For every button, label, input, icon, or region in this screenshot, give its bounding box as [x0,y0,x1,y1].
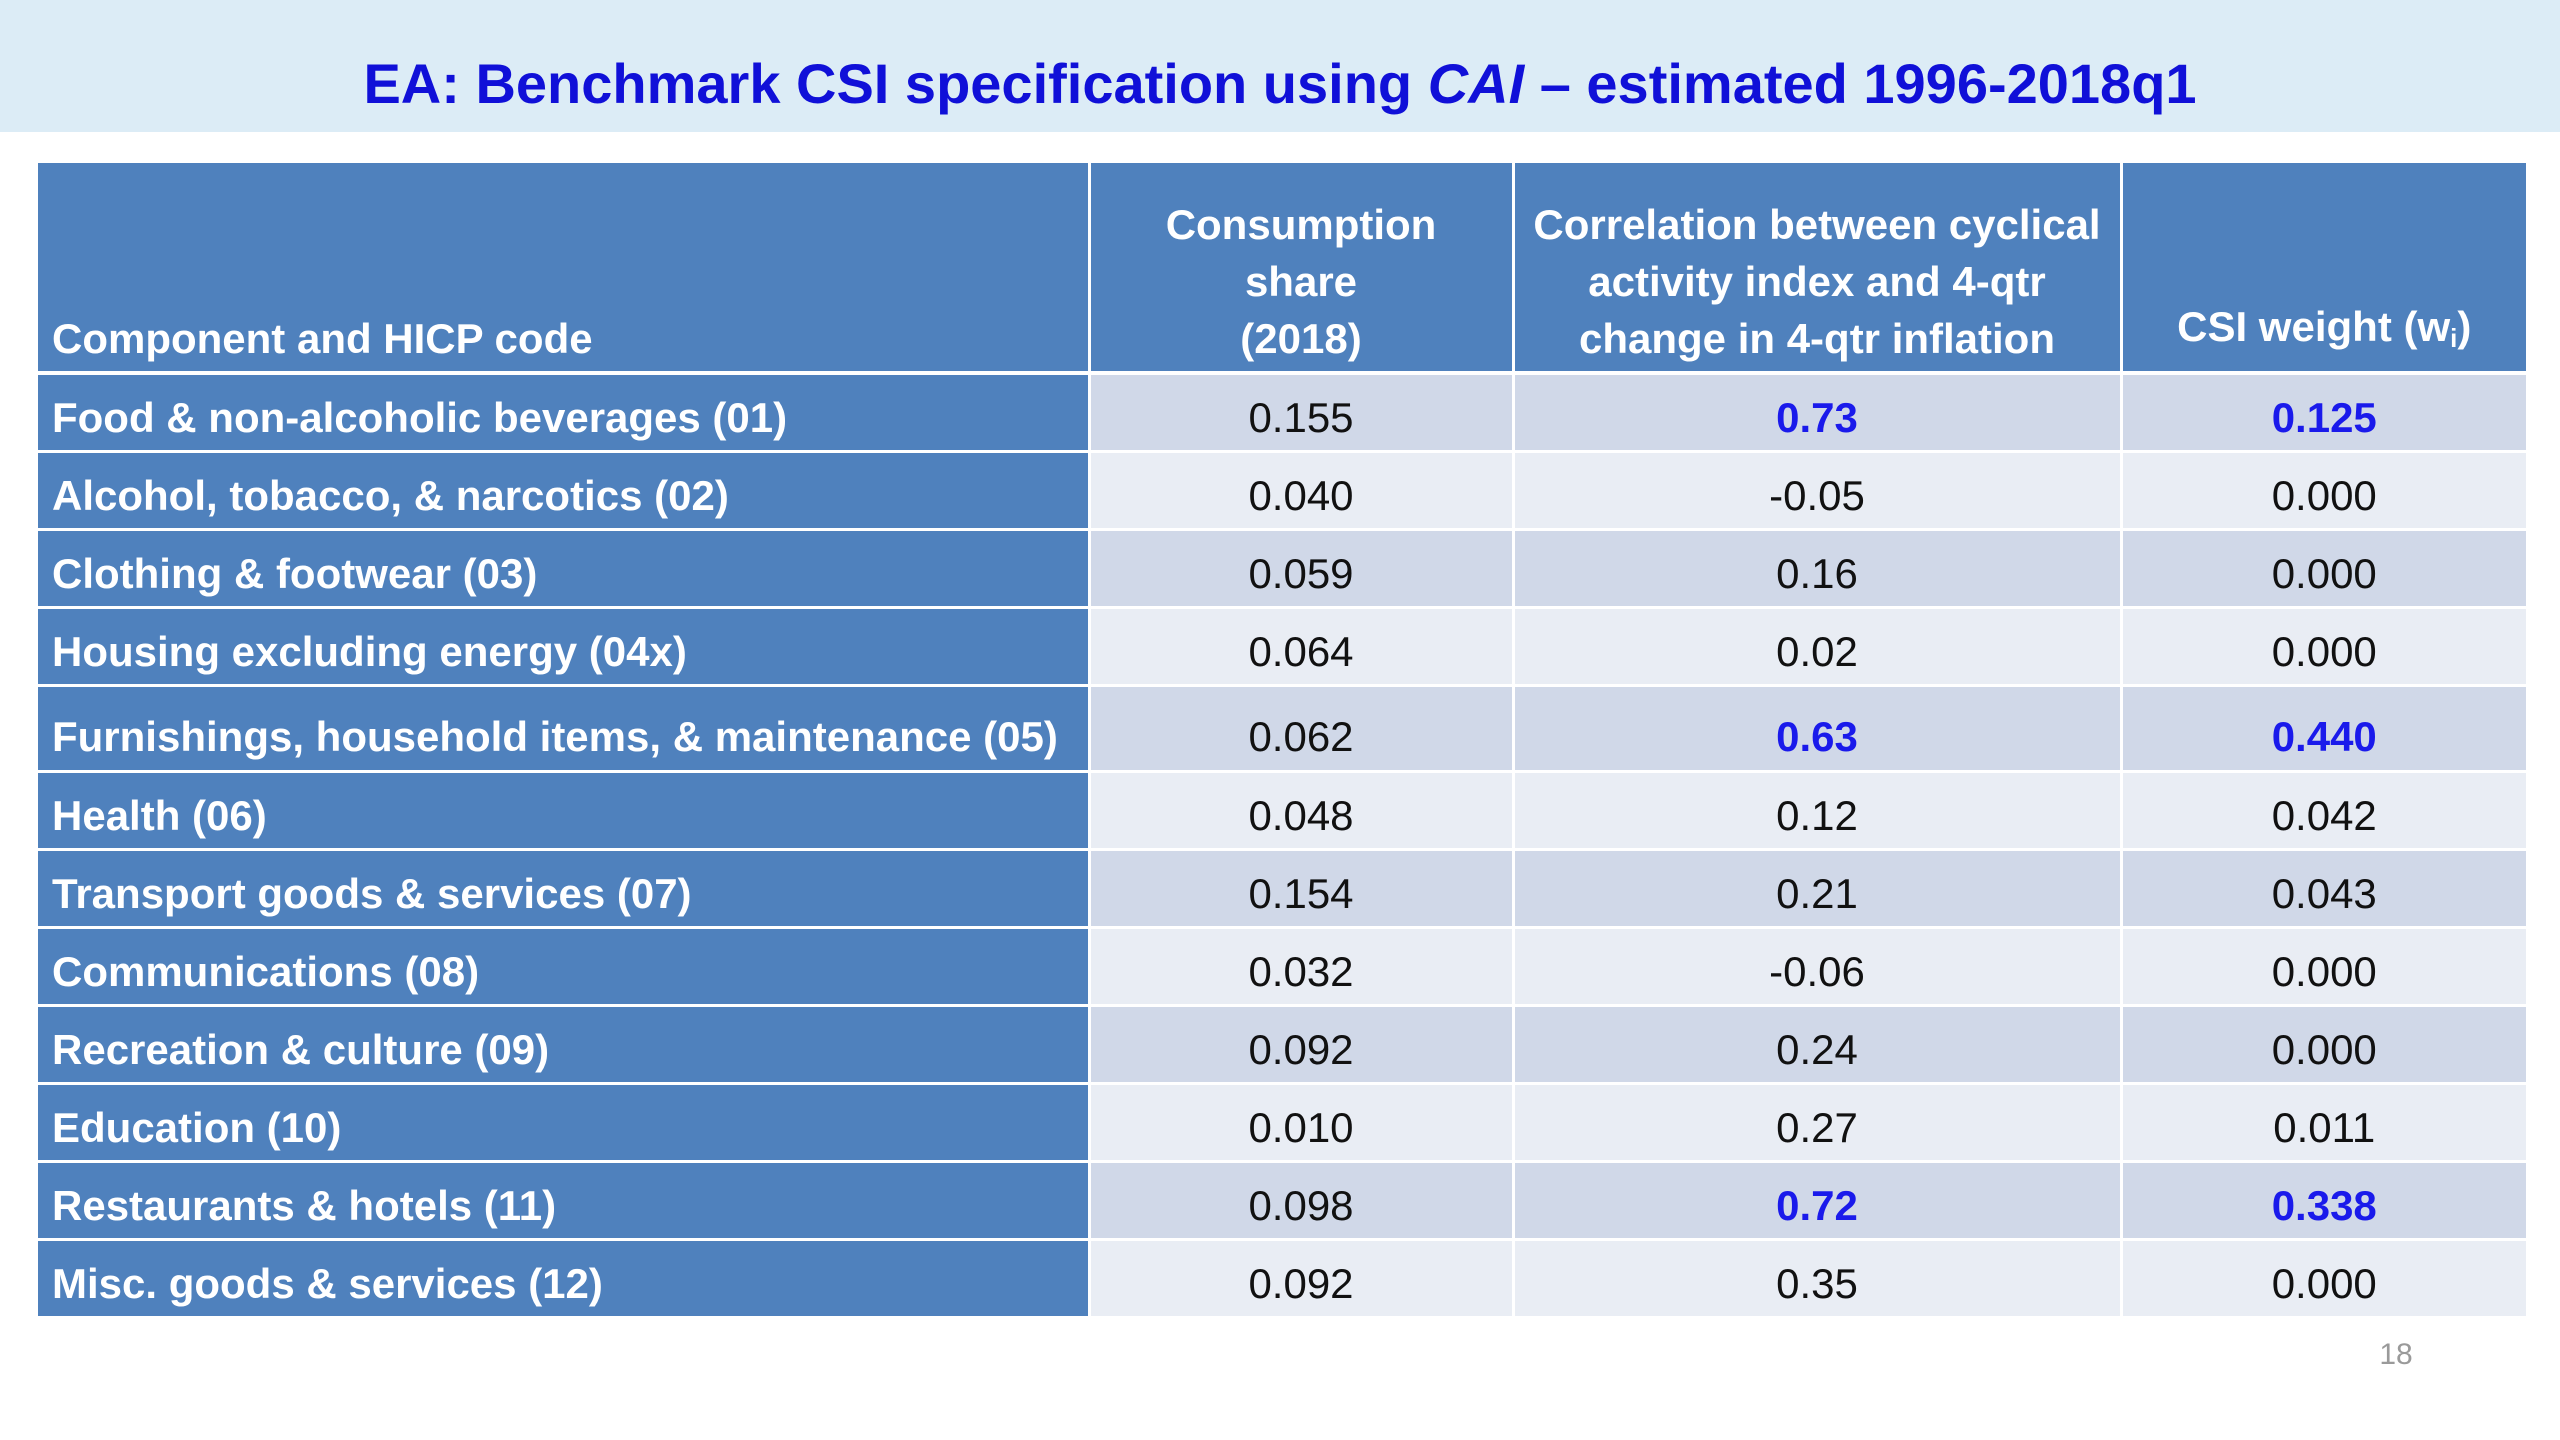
share-cell: 0.154 [1089,849,1515,929]
header-share-line2: (2018) [1240,315,1362,362]
share-cell: 0.040 [1089,451,1515,531]
weight-cell: 0.043 [2121,849,2526,929]
share-cell: 0.032 [1089,927,1515,1007]
weight-cell: 0.011 [2121,1083,2526,1163]
share-cell: 0.062 [1089,685,1515,773]
component-cell: Health (06) [38,771,1091,851]
share-cell: 0.064 [1089,607,1515,687]
table-row: Food & non-alcoholic beverages (01) 0.15… [38,373,2526,453]
share-cell: 0.092 [1089,1239,1515,1319]
weight-cell: 0.000 [2121,451,2526,531]
component-cell: Communications (08) [38,927,1091,1007]
header-correlation: Correlation between cyclical activity in… [1513,163,2123,375]
weight-cell: 0.000 [2121,529,2526,609]
share-cell: 0.155 [1089,373,1515,453]
table-row: Transport goods & services (07) 0.154 0.… [38,849,2526,929]
weight-cell: 0.125 [2121,373,2526,453]
table-row: Clothing & footwear (03) 0.059 0.16 0.00… [38,529,2526,609]
correlation-cell: 0.73 [1513,373,2123,453]
correlation-cell: 0.27 [1513,1083,2123,1163]
csi-table: Component and HICP code Consumption shar… [38,163,2526,1319]
component-cell: Transport goods & services (07) [38,849,1091,929]
weight-cell: 0.000 [2121,1239,2526,1319]
share-cell: 0.092 [1089,1005,1515,1085]
page-number: 18 [2379,1338,2413,1371]
component-cell: Food & non-alcoholic beverages (01) [38,373,1091,453]
weight-cell: 0.000 [2121,1005,2526,1085]
table-row: Health (06) 0.048 0.12 0.042 [38,771,2526,851]
header-weight-close: ) [2457,303,2472,350]
table-row: Education (10) 0.010 0.27 0.011 [38,1083,2526,1163]
table-row: Furnishings, household items, & maintena… [38,685,2526,773]
header-corr-line3: change in 4-qtr inflation [1578,315,2055,362]
share-cell: 0.048 [1089,771,1515,851]
correlation-cell: 0.16 [1513,529,2123,609]
component-cell: Recreation & culture (09) [38,1005,1091,1085]
component-cell: Furnishings, household items, & maintena… [38,685,1091,773]
slide-title: EA: Benchmark CSI specification using CA… [0,0,2560,168]
correlation-cell: 0.72 [1513,1161,2123,1241]
header-weight-sub: i [2450,323,2458,353]
share-cell: 0.059 [1089,529,1515,609]
share-cell: 0.098 [1089,1161,1515,1241]
title-italic: CAI [1427,52,1525,115]
component-cell: Housing excluding energy (04x) [38,607,1091,687]
table-row: Restaurants & hotels (11) 0.098 0.72 0.3… [38,1161,2526,1241]
header-row: Component and HICP code Consumption shar… [38,163,2526,375]
component-cell: Misc. goods & services (12) [38,1239,1091,1319]
weight-cell: 0.338 [2121,1161,2526,1241]
header-csi-weight: CSI weight (wi) [2121,163,2526,375]
header-corr-line2: activity index and 4-qtr [1588,258,2046,305]
correlation-cell: -0.05 [1513,451,2123,531]
correlation-cell: 0.21 [1513,849,2123,929]
header-share-line1: Consumption share [1165,201,1437,305]
title-prefix: EA: Benchmark CSI specification using [363,52,1428,115]
weight-cell: 0.000 [2121,927,2526,1007]
table-row: Alcohol, tobacco, & narcotics (02) 0.040… [38,451,2526,531]
weight-cell: 0.000 [2121,607,2526,687]
table-row: Communications (08) 0.032 -0.06 0.000 [38,927,2526,1007]
header-weight-main: CSI weight (w [2177,303,2451,350]
correlation-cell: 0.24 [1513,1005,2123,1085]
weight-cell: 0.042 [2121,771,2526,851]
header-corr-line1: Correlation between cyclical [1533,201,2101,248]
table-row: Housing excluding energy (04x) 0.064 0.0… [38,607,2526,687]
component-cell: Restaurants & hotels (11) [38,1161,1091,1241]
correlation-cell: -0.06 [1513,927,2123,1007]
header-consumption-share: Consumption share (2018) [1089,163,1515,375]
title-band [0,0,2560,132]
header-component: Component and HICP code [38,163,1091,375]
component-cell: Clothing & footwear (03) [38,529,1091,609]
title-suffix: – estimated 1996-2018q1 [1524,52,2197,115]
correlation-cell: 0.12 [1513,771,2123,851]
correlation-cell: 0.35 [1513,1239,2123,1319]
correlation-cell: 0.02 [1513,607,2123,687]
weight-cell: 0.440 [2121,685,2526,773]
correlation-cell: 0.63 [1513,685,2123,773]
component-cell: Alcohol, tobacco, & narcotics (02) [38,451,1091,531]
share-cell: 0.010 [1089,1083,1515,1163]
table-row: Misc. goods & services (12) 0.092 0.35 0… [38,1239,2526,1319]
table-row: Recreation & culture (09) 0.092 0.24 0.0… [38,1005,2526,1085]
component-cell: Education (10) [38,1083,1091,1163]
